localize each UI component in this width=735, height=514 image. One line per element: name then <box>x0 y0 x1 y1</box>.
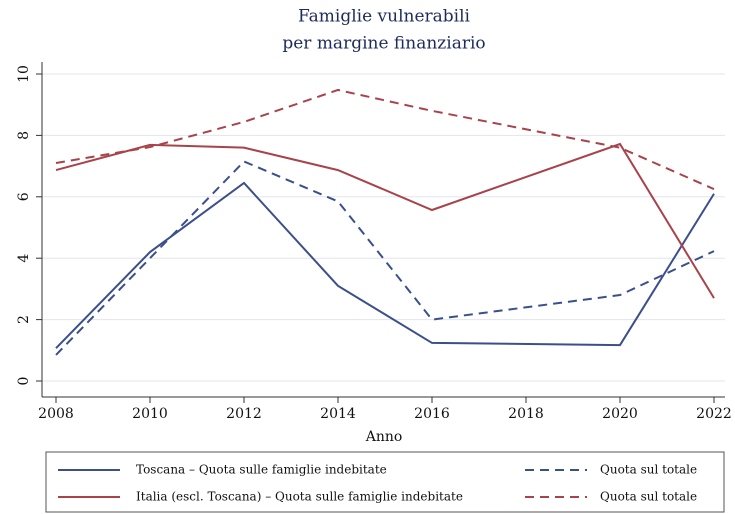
series-line <box>55 181 715 349</box>
chart-subtitle: per margine finanziario <box>282 34 485 54</box>
y-tick-label: 6 <box>16 192 32 201</box>
legend-label: Quota sul totale <box>600 463 697 477</box>
x-tick-label: 2018 <box>508 406 544 422</box>
x-tick-label: 2008 <box>38 406 74 422</box>
y-tick-label: 10 <box>16 65 32 83</box>
x-axis-label: Anno <box>365 429 403 445</box>
y-tick-label: 8 <box>16 131 32 140</box>
chart-title: Famiglie vulnerabili <box>298 7 471 27</box>
y-tick-label: 2 <box>16 315 32 324</box>
series-line <box>55 88 715 191</box>
x-tick-label: 2014 <box>320 406 356 422</box>
x-tick-label: 2010 <box>132 406 168 422</box>
legend-box <box>45 451 725 513</box>
legend-label: Quota sul totale <box>600 490 697 504</box>
x-tick-label: 2020 <box>602 406 638 422</box>
y-tick-label: 0 <box>16 377 32 386</box>
x-tick-label: 2016 <box>414 406 450 422</box>
legend-label: Italia (escl. Toscana) – Quota sulle fam… <box>136 490 463 504</box>
legend-label: Toscana – Quota sulle famiglie indebitat… <box>136 463 387 477</box>
series-line <box>55 160 715 356</box>
series-line <box>55 142 715 299</box>
y-tick-label: 4 <box>16 254 32 263</box>
x-tick-label: 2022 <box>696 406 732 422</box>
x-tick-label: 2012 <box>226 406 262 422</box>
